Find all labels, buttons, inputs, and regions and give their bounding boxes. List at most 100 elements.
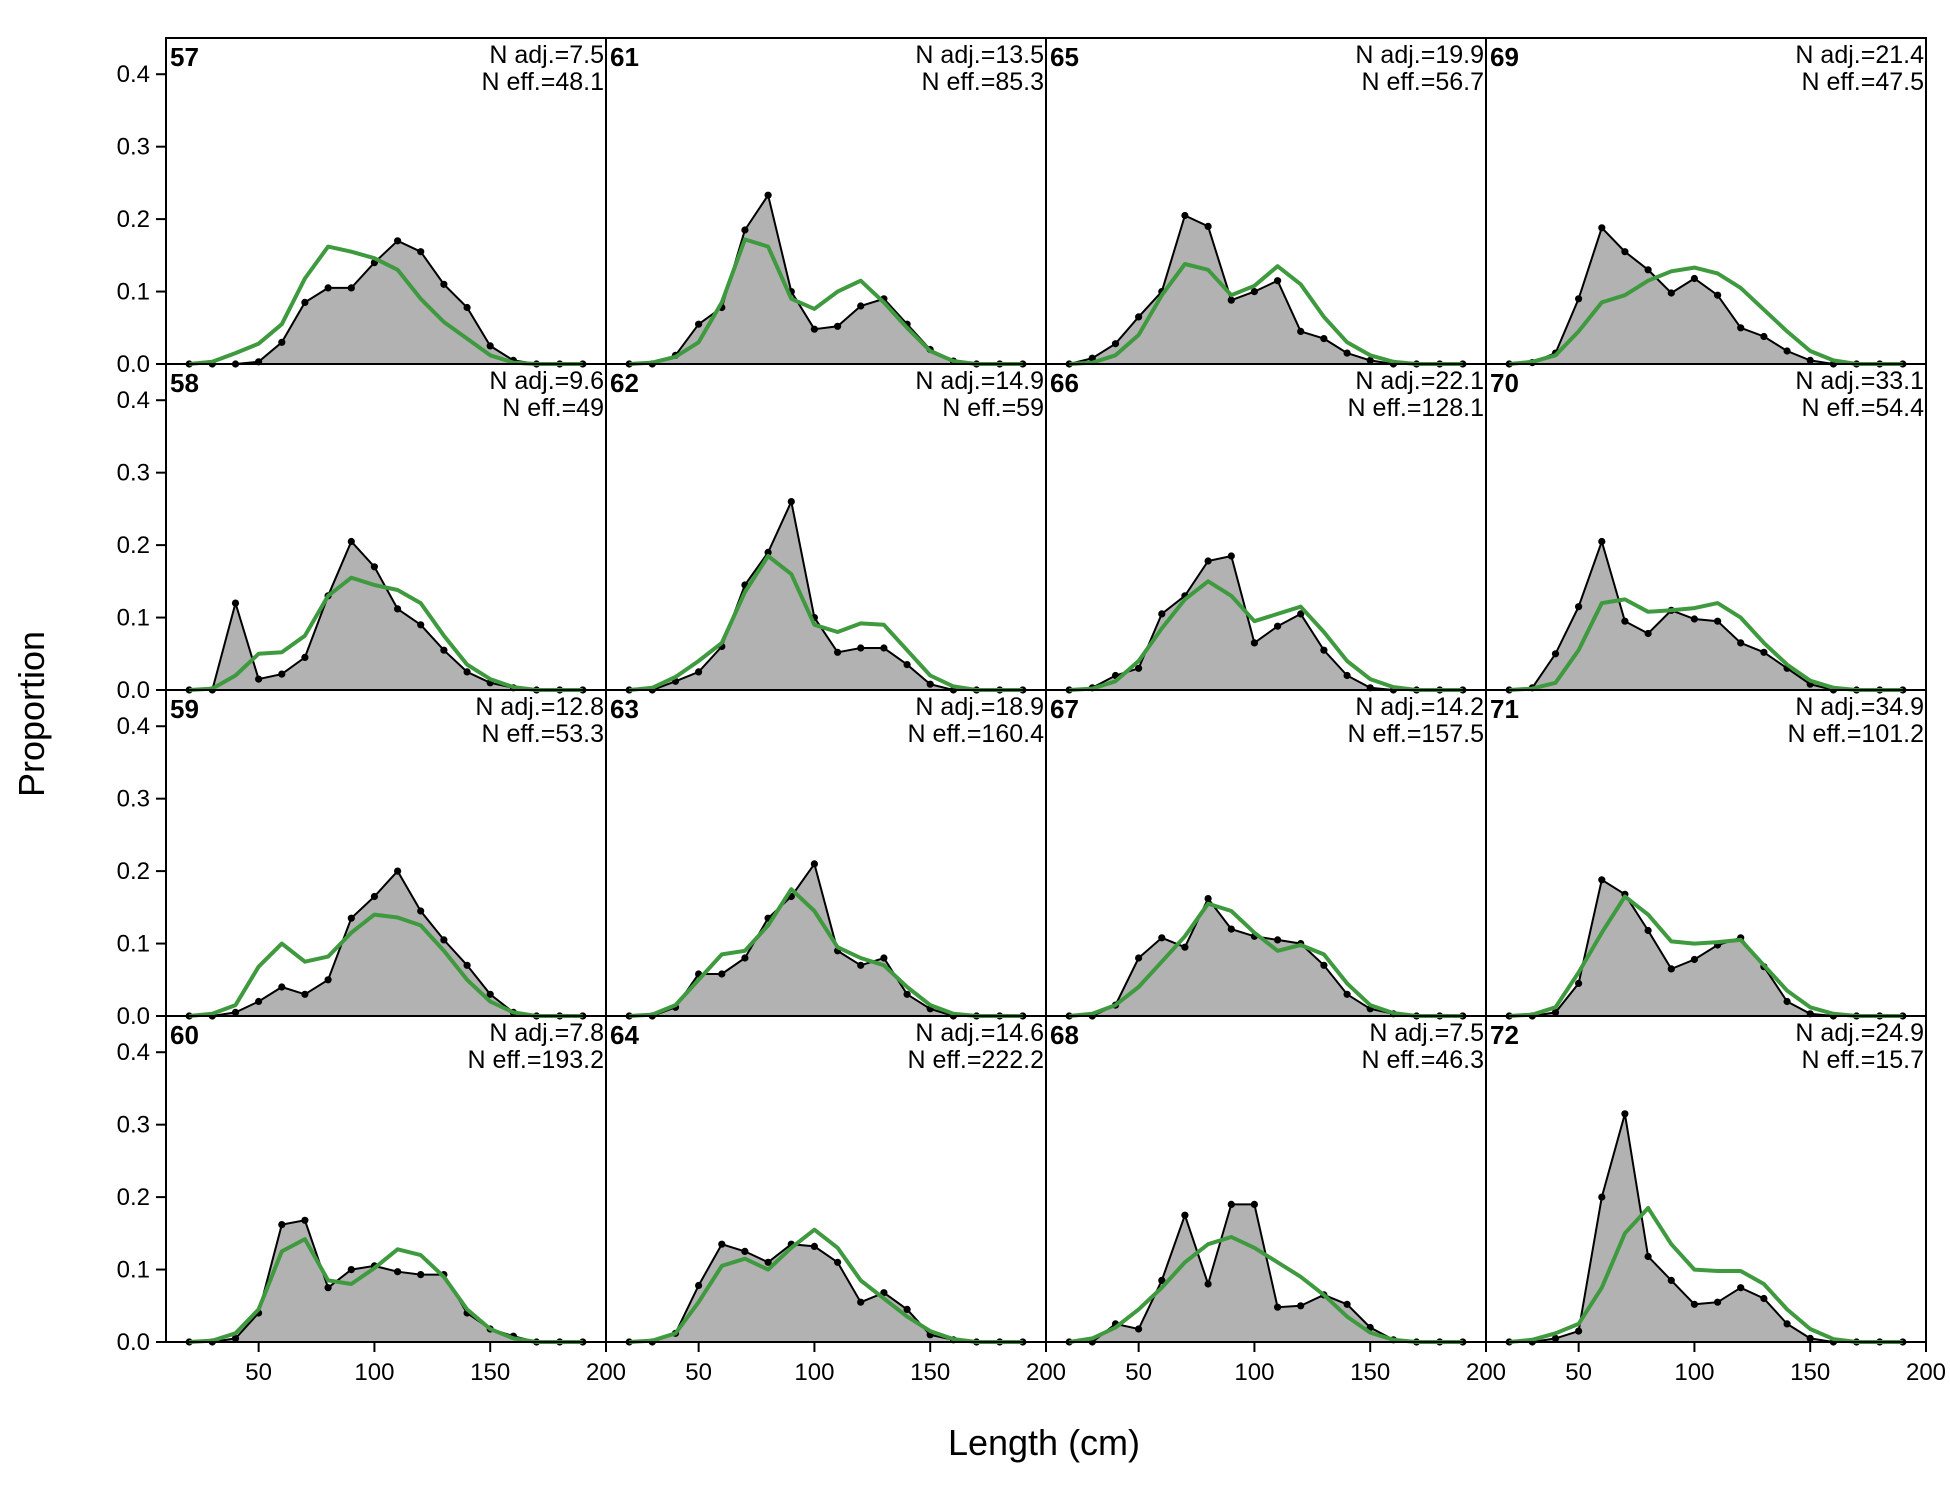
observed-point <box>1806 1334 1814 1342</box>
y-tick-label: 0.0 <box>117 677 150 704</box>
observed-point <box>1181 211 1189 220</box>
panel-label: 61 <box>610 42 639 72</box>
observed-point <box>903 661 911 669</box>
observed-point <box>394 867 402 875</box>
observed-point <box>324 976 332 984</box>
panel-66: 66 N adj.=22.1N eff.=128.1 <box>1045 363 1487 694</box>
observed-point <box>1644 629 1652 638</box>
observed-point <box>440 280 448 288</box>
panel-59: 59 N adj.=12.8N eff.=53.3 <box>165 689 607 1020</box>
observed-point <box>463 961 471 969</box>
observed-area <box>189 240 583 364</box>
y-tick-label: 0.0 <box>117 1329 150 1356</box>
observed-point <box>857 644 865 652</box>
observed-point <box>1366 356 1374 364</box>
observed-point <box>1760 1294 1768 1303</box>
x-tick-label: 150 <box>470 1359 510 1386</box>
x-tick-label: 200 <box>1026 1359 1066 1386</box>
x-axis-title: Length (cm) <box>948 1422 1140 1463</box>
n-eff-label: N eff.=101.2 <box>1788 720 1924 748</box>
x-tick-label: 200 <box>1466 1359 1506 1386</box>
observed-point <box>1297 1302 1305 1310</box>
observed-point <box>1320 335 1328 343</box>
observed-point <box>1135 664 1143 672</box>
observed-point <box>1621 248 1629 256</box>
x-tick-label: 100 <box>794 1359 834 1386</box>
x-tick-label: 150 <box>910 1359 950 1386</box>
observed-point <box>1551 1008 1560 1017</box>
observed-point <box>1690 955 1698 964</box>
panel-label: 67 <box>1050 694 1079 724</box>
observed-point <box>1760 648 1768 656</box>
n-eff-label: N eff.=160.4 <box>908 720 1045 748</box>
y-axis-title: Proportion <box>11 631 52 797</box>
n-adj-label: N adj.=14.6 <box>915 1019 1044 1047</box>
n-adj-label: N adj.=21.4 <box>1795 41 1924 69</box>
observed-point <box>1598 537 1606 546</box>
observed-area <box>1509 879 1903 1016</box>
observed-point <box>1598 876 1606 884</box>
observed-area <box>1509 541 1903 690</box>
observed-point <box>1551 650 1560 658</box>
observed-point <box>695 320 703 328</box>
observed-point <box>1575 1327 1583 1335</box>
x-tick-label: 50 <box>245 1359 272 1386</box>
expected-line <box>1069 262 1463 366</box>
observed-point <box>1227 296 1235 304</box>
observed-point <box>1737 639 1745 647</box>
observed-point <box>1297 610 1305 618</box>
n-eff-label: N eff.=193.2 <box>468 1046 604 1074</box>
observed-point <box>857 1298 865 1306</box>
expected-line <box>1068 1235 1463 1344</box>
panel-label: 60 <box>170 1020 199 1050</box>
observed-point <box>1343 1300 1351 1308</box>
y-tick-label: 0.1 <box>117 931 150 958</box>
observed-point <box>1135 313 1143 321</box>
observed-point <box>347 284 355 292</box>
observed-point <box>1274 277 1282 285</box>
observed-point <box>278 670 286 678</box>
panel-71: 71 N adj.=34.9N eff.=101.2 <box>1485 689 1927 1020</box>
observed-point <box>1343 990 1351 998</box>
n-eff-label: N eff.=48.1 <box>481 68 604 96</box>
observed-point <box>787 498 795 506</box>
n-eff-label: N eff.=54.4 <box>1801 394 1924 422</box>
x-tick-label: 50 <box>1125 1359 1152 1386</box>
observed-area <box>629 1244 1023 1342</box>
observed-point <box>486 342 494 350</box>
observed-point <box>278 338 286 346</box>
panel-68: 68 N adj.=7.5N eff.=46.3 <box>1045 1015 1487 1346</box>
observed-area <box>189 871 583 1016</box>
panel-label: 64 <box>610 1020 639 1050</box>
observed-point <box>1644 266 1652 274</box>
observed-point <box>880 954 888 962</box>
observed-point <box>741 954 749 962</box>
x-tick-label: 100 <box>354 1359 394 1386</box>
panel-grid: 57 N adj.=7.5N eff.=48.158 N adj.=9.6N eff… <box>117 37 1946 1386</box>
y-tick-label: 0.3 <box>117 460 150 487</box>
panel-57: 57 N adj.=7.5N eff.=48.1 <box>165 37 607 368</box>
expected-line <box>629 1227 1023 1344</box>
observed-point <box>1667 965 1675 973</box>
observed-point <box>1250 1200 1258 1208</box>
observed-point <box>1204 895 1212 903</box>
n-adj-label: N adj.=12.8 <box>475 693 604 721</box>
observed-point <box>718 1240 726 1248</box>
observed-point <box>347 914 355 922</box>
panel-border <box>1485 1015 1927 1343</box>
observed-area <box>189 1220 583 1342</box>
observed-point <box>1690 1300 1698 1308</box>
observed-point <box>486 990 494 998</box>
observed-point <box>1714 291 1722 299</box>
n-adj-label: N adj.=9.6 <box>489 367 604 395</box>
observed-point <box>1644 1252 1652 1261</box>
observed-area <box>629 195 1023 364</box>
observed-point <box>1575 979 1583 988</box>
expected-line <box>1509 894 1903 1018</box>
observed-point <box>1551 1334 1560 1342</box>
observed-point <box>1274 1303 1282 1311</box>
panel-label: 59 <box>170 694 199 724</box>
observed-area <box>1509 1113 1903 1342</box>
observed-point <box>1204 222 1212 230</box>
observed-point <box>347 537 355 546</box>
